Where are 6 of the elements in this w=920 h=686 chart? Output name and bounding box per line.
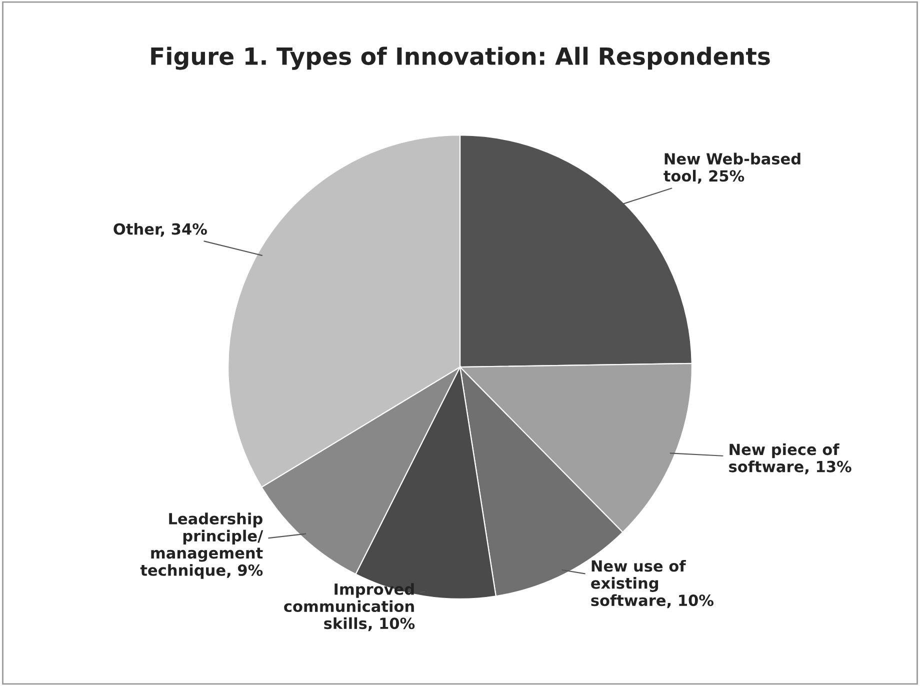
chart-title: Figure 1. Types of Innovation: All Respondents bbox=[151, 46, 770, 70]
slice-label: Other, 34% bbox=[114, 222, 207, 237]
slice-label: New use of existing software, 10% bbox=[591, 560, 714, 608]
slice-label: Leadership principle/ management technique, 9% bbox=[140, 512, 264, 579]
slice-label: New Web-based tool, 25% bbox=[664, 152, 800, 184]
slice-label: New piece of software, 13% bbox=[729, 443, 852, 474]
